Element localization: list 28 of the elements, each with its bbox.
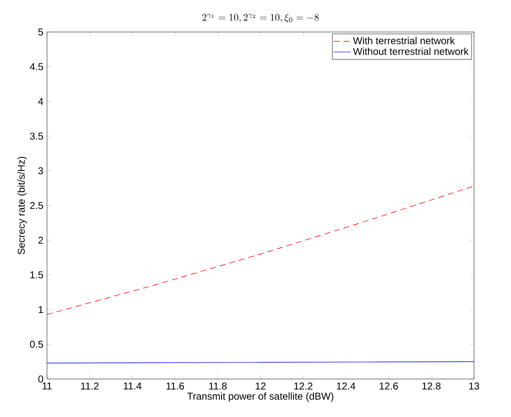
x-tick-label: 13 <box>469 382 480 390</box>
x-tick-label: 12.6 <box>380 382 398 390</box>
x-tick-label: 12 <box>256 382 266 390</box>
y-axis-title: Secrecy rate (bit/s/Hz) <box>17 156 27 254</box>
legend-label: Without terrestrial network <box>353 48 469 55</box>
chart-title: $2^{\gamma_1}=10,2^{\gamma_2}=10,\xi_0=-8$ <box>202 14 319 23</box>
x-tick-label: 11.8 <box>209 382 227 390</box>
x-tick-label: 12.2 <box>294 382 312 390</box>
x-tick-label: 12.4 <box>336 382 356 390</box>
y-tick-label: 1 <box>38 306 43 314</box>
y-tick-label: 2.5 <box>30 202 44 210</box>
x-tick-label: 11.6 <box>166 382 184 390</box>
y-tick-label: 2 <box>38 236 43 244</box>
y-tick-label: 4.5 <box>30 63 44 70</box>
x-tick-label: 12.8 <box>422 382 441 390</box>
line-series <box>47 186 474 315</box>
x-tick-label: 11.2 <box>81 382 99 390</box>
legend-label: With terrestrial network <box>353 36 455 44</box>
y-tick-label: 0 <box>38 375 44 383</box>
y-tick-label: 4 <box>38 98 44 105</box>
y-tick-label: 1.5 <box>30 271 44 278</box>
y-tick-label: 3 <box>38 167 44 174</box>
y-tick-label: 5 <box>38 28 44 36</box>
y-tick-label: 3.5 <box>30 132 44 140</box>
x-axis-title: Transmit power of satellite (dBW) <box>187 392 334 402</box>
x-tick-label: 11 <box>42 382 52 390</box>
y-tick-label: 0.5 <box>30 340 44 348</box>
x-tick-label: 11.4 <box>124 382 142 390</box>
